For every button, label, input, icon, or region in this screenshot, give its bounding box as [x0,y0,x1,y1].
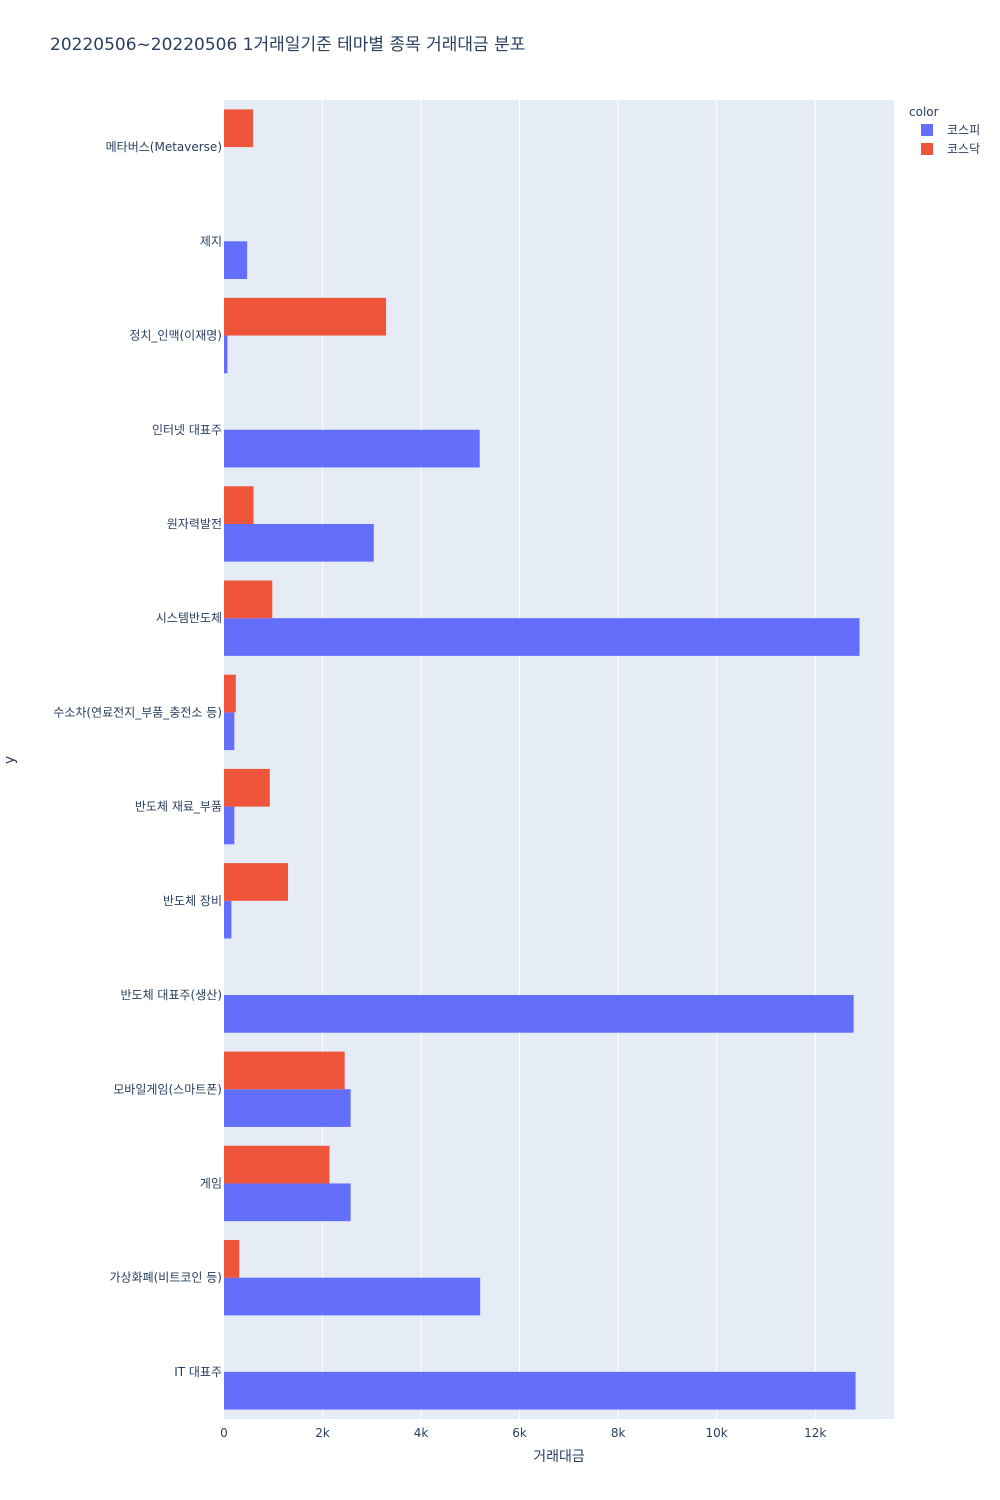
bar-kospi [224,712,235,751]
bar-kospi [224,1277,481,1316]
legend-title: color [909,105,939,119]
x-axis-title: 거래대금 [533,1449,585,1465]
bar-kospi [224,1183,351,1222]
bar-kospi [224,806,235,845]
y-tick-label: 시스템반도체 [156,611,222,625]
legend-swatch [921,143,933,155]
bar-kospi [224,995,854,1033]
bar-kosdaq [224,486,254,524]
bar-kosdaq [224,297,387,336]
legend-item-label: 코스피 [947,123,980,137]
y-tick-label: 반도체 재료_부품 [135,800,222,814]
chart-title: 20220506~20220506 1거래일기준 테마별 종목 거래대금 분포 [50,35,525,55]
y-tick-label: 수소차(연료전지_부품_충전소 등) [53,705,222,719]
bar-kospi [224,900,232,939]
bar-kosdaq [224,863,289,901]
x-tick-label: 8k [611,1426,626,1440]
y-tick-label: 가상화폐(비트코인 등) [109,1271,222,1285]
legend-item-label: 코스닥 [947,142,980,156]
y-tick-label: 반도체 장비 [163,894,222,908]
x-tick-label: 12k [804,1426,826,1440]
y-tick-label: 원자력발전 [167,517,222,531]
x-tick-label: 2k [315,1426,330,1440]
bars [224,109,860,1410]
y-tick-labels: IT 대표주 가상화폐(비트코인 등) 게임 모바일게임(스마트폰) 반도체 대표주(생… [53,140,222,1379]
y-tick-label: 제지 [200,234,222,248]
y-tick-label: 메타버스(Metaverse) [106,140,222,154]
y-axis-title: y [2,756,18,764]
bar-kosdaq [224,1051,345,1090]
bar-kosdaq [224,1145,330,1184]
x-tick-labels: 0 2k 4k 6k 8k 10k 12k [220,1426,826,1440]
y-tick-label: 반도체 대표주(생산) [121,988,223,1002]
bar-kospi [224,429,480,468]
x-tick-label: 4k [414,1426,429,1440]
bar-kosdaq [224,674,236,713]
legend-swatch [921,124,933,136]
y-tick-label: IT 대표주 [174,1365,222,1379]
x-tick-label: 10k [706,1426,728,1440]
bar-kospi [224,618,860,656]
bar-kosdaq [224,580,273,619]
bar-kospi [224,335,228,374]
bar-kospi [224,1089,351,1127]
x-tick-label: 6k [512,1426,527,1440]
y-tick-label: 모바일게임(스마트폰) [113,1082,222,1096]
bar-kosdaq [224,109,254,148]
y-tick-label: 게임 [200,1176,222,1190]
bar-kospi [224,241,248,280]
y-tick-label: 인터넷 대표주 [152,423,222,437]
bar-kosdaq [224,768,270,807]
y-tick-label: 정치_인맥(이재명) [129,329,222,343]
bar-kosdaq [224,1239,240,1278]
bar-kospi [224,523,374,562]
x-tick-label: 0 [220,1426,228,1440]
bar-kospi [224,1371,856,1410]
